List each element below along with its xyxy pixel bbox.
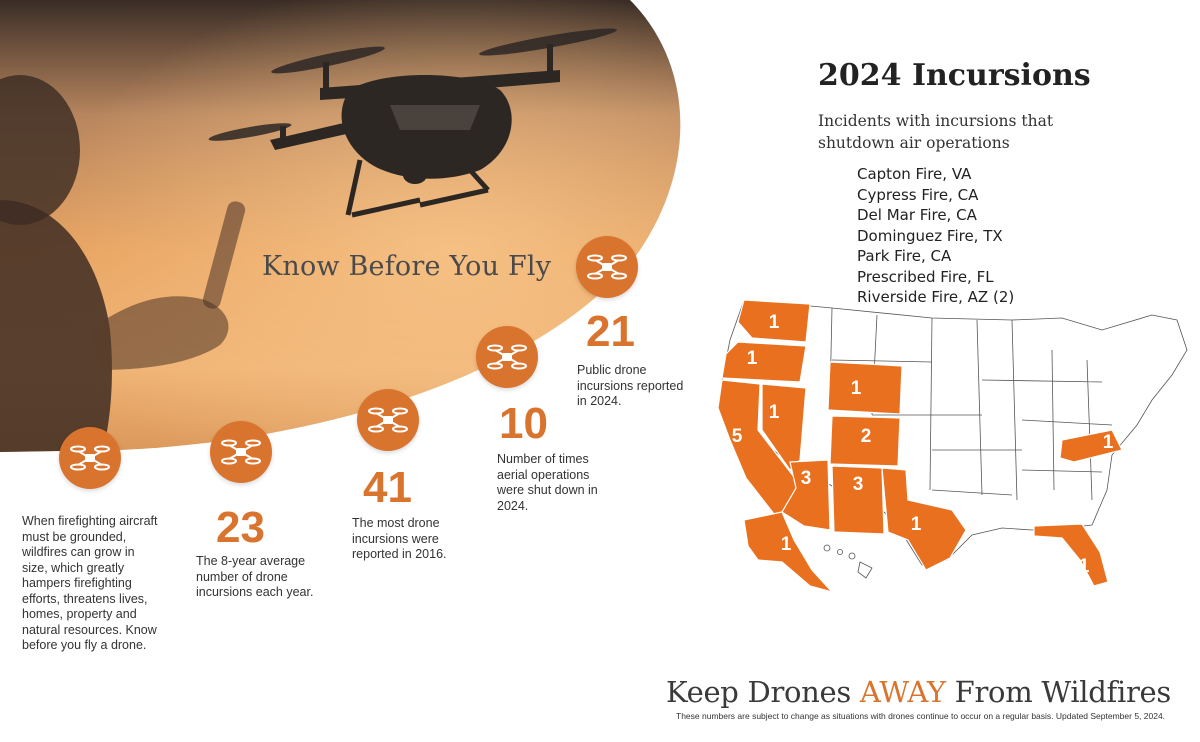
stat-description: Number of times aerial operations were s… <box>497 452 598 513</box>
us-map: 1 1 5 1 1 2 3 3 1 1 1 1 <box>682 290 1194 608</box>
map-count-wy: 1 <box>851 378 862 399</box>
list-item: Park Fire, CA <box>857 247 952 265</box>
map-count-ak: 1 <box>781 534 792 555</box>
tagline-away: AWAY <box>859 675 946 709</box>
map-count-wa: 1 <box>769 312 780 333</box>
stat-description: The most drone incursions were reported … <box>352 516 447 561</box>
stat-description: The 8-year average number of drone incur… <box>196 554 314 599</box>
stat-number: 41 <box>363 463 412 512</box>
map-count-or: 1 <box>747 348 758 369</box>
drone-icon <box>576 236 638 298</box>
stat-description: Public drone incursions reported in 2024… <box>577 363 684 408</box>
map-count-va: 1 <box>1103 432 1114 453</box>
tagline: Keep Drones AWAY From Wildfires <box>666 675 1171 709</box>
map-count-nm: 3 <box>853 474 864 495</box>
stat-description: When firefighting aircraft must be groun… <box>22 514 158 652</box>
disclaimer: These numbers are subject to change as s… <box>676 711 1166 721</box>
drone-icon <box>357 389 419 451</box>
list-item: Cypress Fire, CA <box>857 185 979 204</box>
incursions-title: 2024 Incursions <box>818 58 1091 93</box>
list-item: Dominguez Fire, TX <box>857 226 1003 245</box>
list-item: Riverside Fire, AZ (2) <box>857 288 1015 306</box>
stat-number: 10 <box>499 399 548 448</box>
stat-number: 21 <box>586 307 635 356</box>
map-count-az: 3 <box>801 468 812 489</box>
list-item: Prescribed Fire, FL <box>857 267 994 286</box>
map-count-ca: 5 <box>732 426 743 447</box>
list-item: Capton Fire, VA <box>857 165 972 183</box>
tagline-start: Keep Drones <box>666 675 860 709</box>
map-count-co: 2 <box>861 426 872 447</box>
page-title: Know Before You Fly <box>262 251 552 282</box>
stat-number: 23 <box>216 503 265 552</box>
drone-icon <box>476 326 538 388</box>
map-count-fl: 1 <box>1079 556 1090 577</box>
drone-icon <box>210 421 272 483</box>
map-count-nv: 1 <box>769 402 780 423</box>
map-count-tx: 1 <box>911 514 922 535</box>
incursions-list: Capton Fire, VA Cypress Fire, CA Del Mar… <box>857 164 1014 308</box>
list-item: Del Mar Fire, CA <box>857 206 977 224</box>
tagline-end: From Wildfires <box>945 675 1172 709</box>
drone-icon <box>59 427 121 489</box>
incursions-subtitle: Incidents with incursions that shutdown … <box>818 112 1054 152</box>
